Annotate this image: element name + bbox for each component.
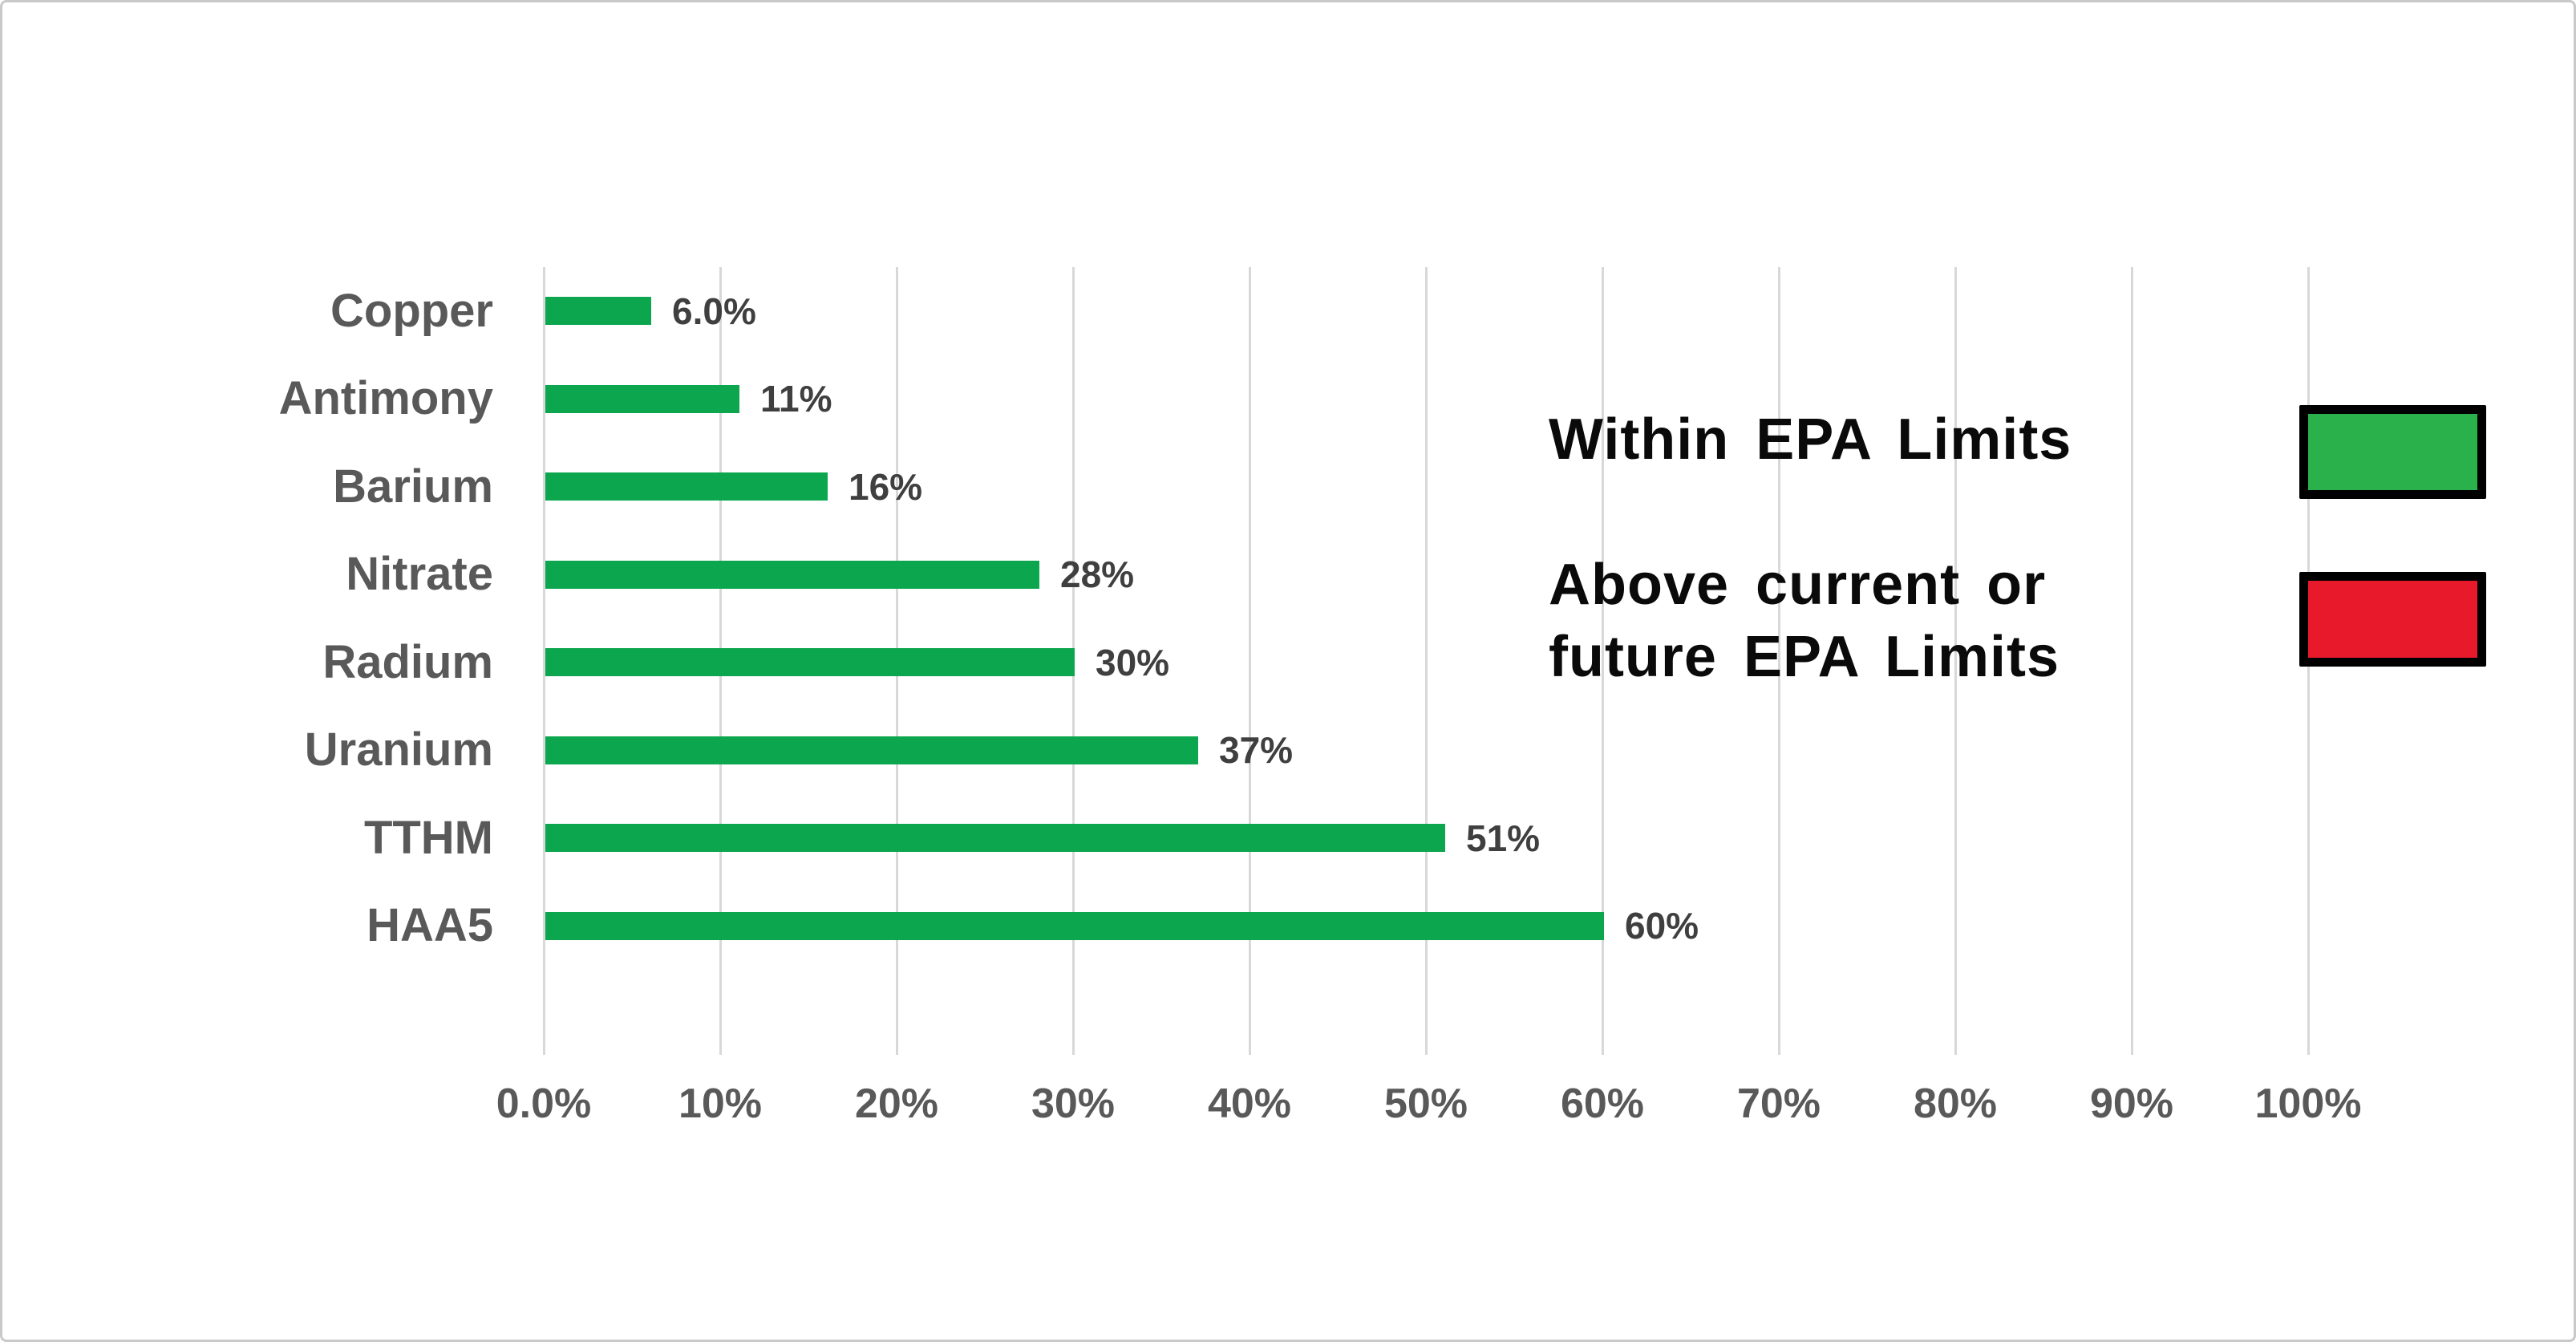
- value-label: 30%: [1096, 641, 1170, 683]
- gridline-90%: [2130, 267, 2133, 1055]
- bar-radium: [545, 648, 1075, 676]
- value-label: 16%: [849, 465, 923, 508]
- bar-barium: [545, 472, 828, 501]
- bar-copper: [545, 297, 651, 325]
- value-label: 37%: [1219, 729, 1294, 771]
- value-label: 11%: [760, 378, 832, 420]
- x-tick-label: 70%: [1736, 1080, 1821, 1127]
- legend-swatch-red: [2299, 572, 2486, 667]
- category-label: Barium: [333, 460, 493, 513]
- category-label: Radium: [322, 635, 493, 688]
- gridline-70%: [1777, 267, 1780, 1055]
- legend-label-line: Above current or: [1549, 553, 2047, 617]
- category-label: Uranium: [304, 724, 493, 776]
- x-tick-label: 90%: [2089, 1080, 2174, 1127]
- bar-haa5: [545, 911, 1604, 940]
- category-label: TTHM: [363, 811, 493, 864]
- gridline-40%: [1248, 267, 1251, 1055]
- gridline-80%: [1954, 267, 1957, 1055]
- x-tick-label: 30%: [1031, 1080, 1116, 1127]
- bar-nitrate: [545, 560, 1039, 589]
- value-label: 60%: [1625, 905, 1699, 947]
- legend-label-above-limits: Above current or future EPA Limits: [1549, 549, 2060, 693]
- bar-uranium: [545, 736, 1198, 764]
- x-tick-label: 20%: [854, 1080, 939, 1127]
- value-label: 6.0%: [672, 290, 756, 332]
- value-label: 51%: [1466, 817, 1541, 859]
- x-tick-label: 100%: [2254, 1080, 2362, 1127]
- x-tick-label: 0.0%: [496, 1080, 592, 1127]
- gridline-50%: [1424, 267, 1428, 1055]
- x-tick-label: 80%: [1913, 1080, 1998, 1127]
- bar-tthm: [545, 824, 1445, 852]
- x-tick-label: 10%: [678, 1080, 763, 1127]
- category-label: Nitrate: [346, 548, 493, 600]
- x-tick-label: 50%: [1383, 1080, 1468, 1127]
- gridline-60%: [1601, 267, 1604, 1055]
- value-label: 28%: [1060, 553, 1135, 595]
- x-tick-label: 60%: [1560, 1080, 1645, 1127]
- legend-label-line: future EPA Limits: [1549, 625, 2060, 689]
- x-tick-label: 40%: [1207, 1080, 1292, 1127]
- legend-label-line: Within EPA Limits: [1549, 407, 2072, 472]
- category-label: Antimony: [278, 372, 493, 424]
- gridline-0.0%: [542, 267, 545, 1055]
- legend-swatch-green: [2299, 405, 2486, 499]
- category-label: HAA5: [367, 899, 493, 951]
- bar-antimony: [545, 384, 739, 413]
- category-label: Copper: [330, 284, 493, 337]
- legend-label-within-limits: Within EPA Limits: [1549, 403, 2072, 476]
